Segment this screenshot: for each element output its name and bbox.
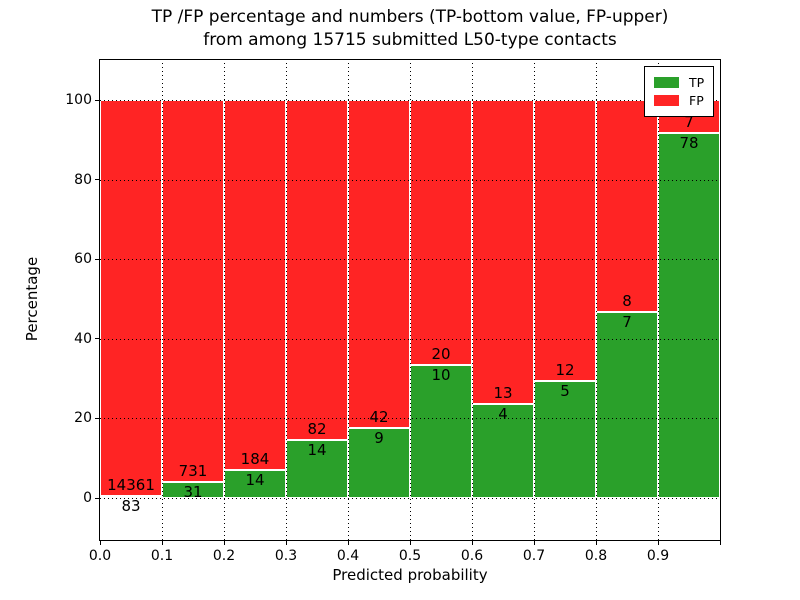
x-tick-label: 0.2	[212, 548, 236, 564]
bar-segment-tp	[224, 469, 286, 498]
bar-tp-count-label: 14	[245, 470, 265, 489]
x-tick-label: 0.6	[460, 548, 484, 564]
bar-segment-tp	[658, 132, 720, 498]
bar-tp-count-label: 10	[431, 366, 451, 385]
y-axis-label: Percentage	[23, 256, 41, 342]
v-gridline	[471, 60, 473, 540]
y-tick-mark	[95, 497, 100, 499]
chart-title-line1: TP /FP percentage and numbers (TP-bottom…	[151, 7, 669, 27]
bar-fp-count-label: 184	[240, 449, 270, 468]
chart-title-line2: from among 15715 submitted L50-type cont…	[203, 30, 617, 50]
bar-segment-fp	[596, 100, 658, 313]
bar-fp-count-label: 8	[622, 292, 632, 311]
bar-segment-fp	[534, 100, 596, 381]
bar-fp-count-label: 7	[684, 112, 694, 131]
y-tick-mark	[95, 338, 100, 340]
grid-layer	[100, 60, 720, 540]
y-tick-label: 100	[65, 92, 92, 108]
bar-segment-fp	[472, 100, 534, 405]
y-tick-mark	[95, 258, 100, 260]
x-tick-mark	[285, 540, 287, 545]
x-tick-mark	[161, 540, 163, 545]
bar-fp-count-label: 13	[493, 384, 513, 403]
legend-fp-label: FP	[689, 93, 704, 108]
x-tick-mark	[347, 540, 349, 545]
x-tick-label: 0.9	[646, 548, 670, 564]
y-tick-label: 60	[74, 251, 92, 268]
bar-fp-count-label: 12	[555, 360, 575, 379]
x-tick-label: 0.4	[336, 548, 360, 564]
x-tick-label: 0.3	[274, 548, 298, 564]
x-tick-mark	[719, 540, 721, 545]
bar-tp-count-label: 14	[307, 440, 327, 459]
bar-fp-count-label: 42	[369, 407, 389, 426]
v-gridline	[347, 60, 349, 540]
y-tick-mark	[95, 99, 100, 101]
y-tick-mark	[95, 417, 100, 420]
legend-tp-label: TP	[689, 75, 705, 90]
v-gridline	[223, 60, 225, 540]
legend-tp-swatch-icon	[654, 77, 679, 88]
bar-tp-count-label: 31	[183, 482, 203, 501]
bar-tp-count-label: 5	[560, 381, 570, 400]
x-tick-mark	[223, 540, 225, 545]
v-gridline	[409, 60, 411, 540]
legend-fp-swatch-icon	[654, 95, 679, 106]
v-gridline	[657, 60, 659, 540]
x-tick-mark	[657, 540, 659, 545]
x-tick-label: 0.5	[398, 548, 422, 564]
y-tick-label: 80	[74, 171, 92, 188]
v-gridline	[533, 60, 535, 540]
x-tick-label: 0.8	[584, 548, 608, 564]
y-tick-label: 0	[83, 490, 92, 506]
bar-fp-count-label: 731	[178, 461, 208, 480]
plot-area: 14361 83 731 31 184 14 82 14 42 9 20 10 13 4 12 5 8 7 7 78 …	[99, 59, 721, 541]
bar-segment-tp	[286, 439, 348, 498]
bar-segment-fp	[286, 100, 348, 440]
x-tick-label: 0.1	[150, 548, 174, 564]
bar-segment-fp	[224, 100, 286, 470]
x-axis-label: Predicted probability	[332, 566, 488, 584]
bar-tp-count-label: 9	[374, 428, 384, 447]
legend-row-fp: FP	[654, 93, 704, 108]
x-tick-mark	[595, 540, 597, 545]
x-tick-mark	[409, 540, 411, 545]
y-tick-mark	[95, 179, 100, 181]
bar-tp-count-label: 78	[679, 133, 699, 152]
x-tick-mark	[471, 540, 473, 545]
bar-labels-layer: 14361 83 731 31 184 14 82 14 42 9 20 10 13 4 12 5 8 7 7 78	[100, 60, 720, 540]
bar-segment-fp	[348, 100, 410, 428]
legend: TP FP	[644, 66, 715, 117]
bar-fp-count-label: 20	[431, 345, 451, 364]
bar-segment-tp	[472, 404, 534, 498]
legend-row-tp: TP	[654, 75, 704, 90]
bar-fp-count-label: 82	[307, 419, 327, 438]
bar-fp-count-label: 14361	[107, 475, 155, 494]
x-tick-mark	[533, 540, 535, 545]
bar-segment-tp	[348, 427, 410, 498]
y-tick-label: 40	[74, 330, 92, 347]
v-gridline	[161, 60, 163, 540]
v-gridline	[285, 60, 287, 540]
bar-tp-count-label: 4	[498, 405, 508, 424]
bar-tp-count-label: 7	[622, 313, 632, 332]
v-gridline	[595, 60, 597, 540]
bar-tp-count-label: 83	[121, 496, 141, 515]
x-tick-label: 0.0	[88, 548, 112, 564]
x-tick-label: 0.7	[522, 548, 546, 564]
x-tick-mark	[99, 540, 101, 545]
y-tick-label: 20	[74, 410, 92, 427]
